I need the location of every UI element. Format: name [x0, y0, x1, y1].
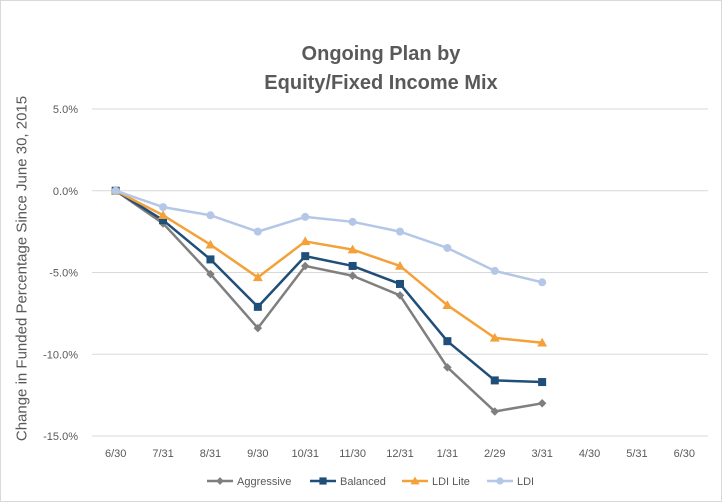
x-tick-label: 4/30 [579, 448, 600, 460]
y-tick-label: 0.0% [53, 186, 78, 198]
y-tick-label: -5.0% [49, 268, 78, 280]
data-point [395, 260, 405, 270]
data-point [348, 217, 357, 226]
data-point [442, 300, 453, 309]
legend-item: LDI [487, 476, 534, 488]
gridlines [92, 108, 708, 437]
data-point [300, 236, 311, 246]
legend-item: Aggressive [207, 476, 291, 488]
series-ldi [111, 186, 547, 287]
x-tick-label: 5/31 [626, 448, 647, 460]
data-point [490, 407, 500, 416]
x-tick-label: 10/31 [291, 448, 319, 460]
legend-marker [496, 477, 504, 485]
legend-label: LDI Lite [432, 476, 470, 488]
data-point [206, 211, 215, 220]
data-point [158, 210, 169, 220]
data-point [205, 239, 216, 249]
data-point [395, 291, 405, 300]
data-point [253, 323, 263, 333]
data-point [348, 271, 357, 281]
x-tick-label: 7/31 [152, 448, 173, 460]
data-point [396, 279, 404, 288]
data-point [159, 203, 168, 212]
x-tick-label: 6/30 [105, 448, 126, 460]
y-tick-label: 5.0% [53, 104, 78, 116]
x-tick-label: 3/31 [531, 448, 552, 460]
data-point [538, 378, 547, 387]
series-aggressive [111, 186, 547, 416]
x-tick-label: 2/29 [484, 448, 505, 460]
data-point [443, 337, 452, 346]
legend-marker [216, 477, 224, 485]
legend-marker [319, 477, 327, 485]
data-point [537, 337, 548, 347]
data-point [206, 269, 215, 279]
x-tick-label: 1/31 [437, 448, 458, 460]
legend-item: Balanced [310, 476, 386, 488]
series-group [110, 185, 548, 416]
data-point [489, 332, 500, 342]
legend-marker [410, 476, 420, 485]
data-point [443, 243, 452, 252]
legend: Aggressive Balanced LDI Lite LDI [207, 476, 534, 488]
data-point [111, 186, 120, 195]
x-tick-label: 11/30 [339, 448, 366, 460]
data-point [490, 376, 499, 385]
legend-label: Balanced [340, 476, 386, 488]
data-point [537, 399, 547, 408]
x-tick-label: 8/31 [200, 448, 221, 460]
axes: 5.0% 0.0% -5.0% -10.0% -15.0% 6/30 7/31 8/31 9/3… [43, 104, 695, 460]
series-balanced [111, 186, 547, 387]
data-point [301, 212, 310, 221]
x-tick-label: 9/30 [247, 448, 268, 460]
series-line [115, 189, 543, 284]
chart-title: Ongoing Plan by Equity/Fixed Income Mix [0, 40, 722, 98]
data-point [348, 261, 357, 270]
y-tick-label: -10.0% [43, 349, 78, 361]
x-tick-label: 6/30 [674, 448, 695, 460]
data-point [206, 255, 215, 264]
legend-label: Aggressive [237, 476, 291, 488]
series-line [115, 189, 543, 345]
chart-title-line-1: Ongoing Plan by [301, 43, 461, 65]
legend-item: LDI Lite [402, 476, 470, 488]
data-point [443, 363, 452, 372]
data-point [301, 252, 310, 261]
data-point [347, 244, 358, 254]
series-line [114, 189, 543, 413]
series-line [115, 189, 543, 384]
data-point [300, 261, 310, 271]
data-point [253, 302, 262, 311]
legend-label: LDI [517, 476, 534, 488]
chart-title-line-2: Equity/Fixed Income Mix [264, 72, 498, 94]
x-tick-label: 12/31 [386, 448, 414, 460]
data-point [253, 227, 262, 236]
data-point [396, 227, 404, 236]
data-point [490, 266, 499, 275]
data-point [252, 272, 263, 282]
y-tick-label: -15.0% [43, 431, 78, 443]
data-point [538, 278, 547, 287]
data-point [159, 216, 168, 225]
